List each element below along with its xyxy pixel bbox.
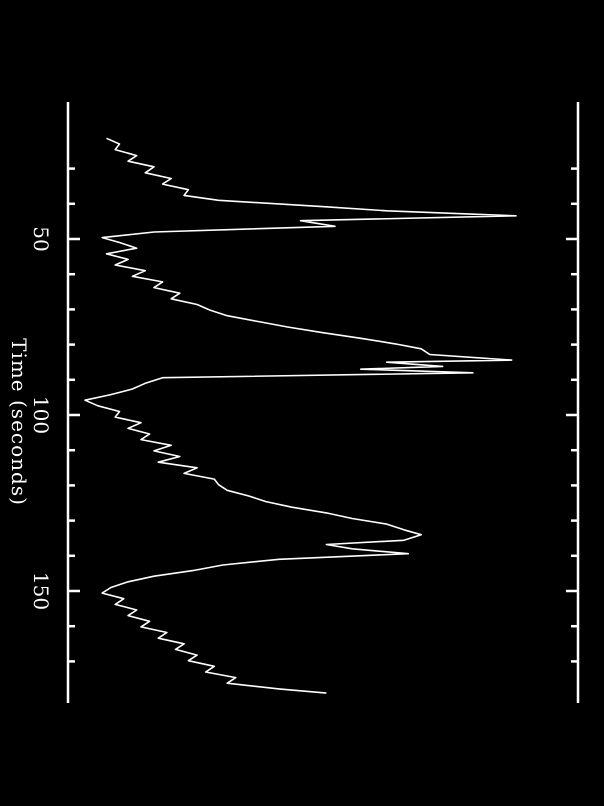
axes xyxy=(66,102,580,703)
series-line xyxy=(84,137,517,694)
ticks xyxy=(68,167,578,663)
tick-labels: 50 100 150 xyxy=(29,226,53,610)
tick-label-100: 100 xyxy=(29,396,53,434)
x-axis-label: Time (seconds) xyxy=(7,338,31,506)
tick-label-150: 150 xyxy=(29,572,53,610)
tick-label-50: 50 xyxy=(29,226,53,251)
